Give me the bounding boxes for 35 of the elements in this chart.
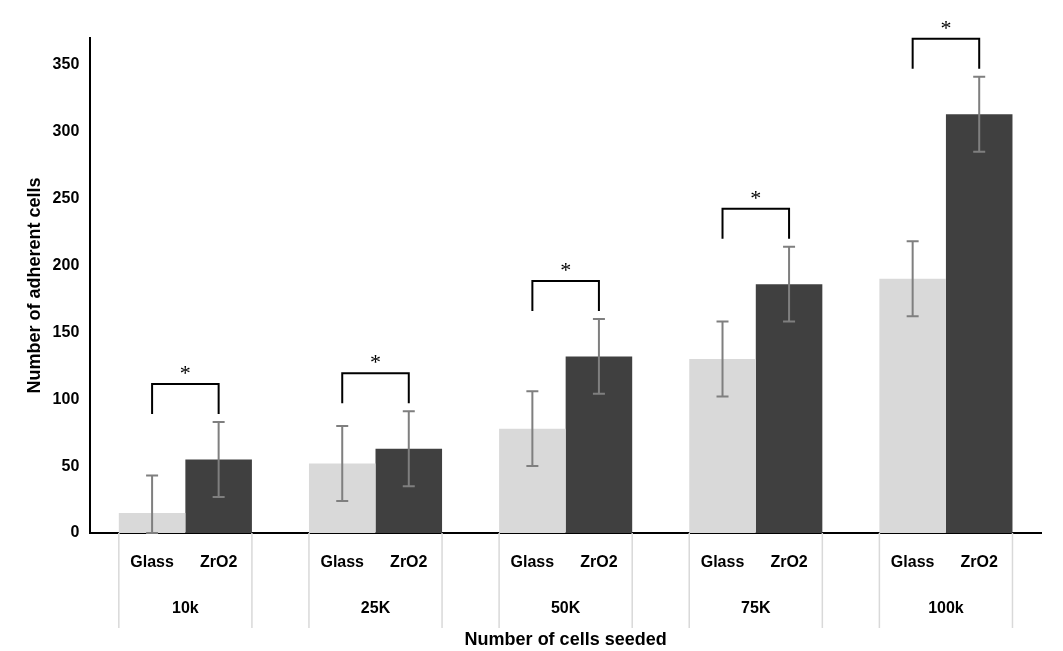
text: Glass <box>320 553 365 571</box>
bar <box>945 114 1013 533</box>
text: ZrO2 <box>390 553 428 571</box>
annotation: * <box>940 14 952 40</box>
text: ZrO2 <box>770 553 808 571</box>
text: Glass <box>700 553 745 571</box>
annotation: * <box>560 256 572 282</box>
y-tick-label: 200 <box>52 255 80 273</box>
text: ZrO2 <box>580 553 618 571</box>
bar <box>755 284 823 533</box>
y-tick-label: 300 <box>52 122 80 140</box>
series-label: ZrO2 <box>199 553 238 571</box>
y-axis-title: Number of adherent cells <box>23 177 44 394</box>
text: Glass <box>890 553 935 571</box>
y-tick-label: 100 <box>52 389 80 407</box>
bar <box>375 448 443 533</box>
x-axis-title: Number of cells seeded <box>464 628 667 649</box>
x-tick-label: 100k <box>928 599 964 617</box>
x-tick-label: 10k <box>172 599 199 617</box>
y-tick-label: 0 <box>70 523 80 541</box>
y-tick-label: 150 <box>52 322 80 340</box>
x-tick-label: 50K <box>550 599 581 617</box>
x-tick-label: 25K <box>360 599 391 617</box>
x-tick-label: 75K <box>741 599 771 617</box>
y-tick-label: 350 <box>52 55 80 73</box>
text: ZrO2 <box>960 553 998 571</box>
bar <box>185 459 252 533</box>
series-label: Glass <box>130 553 174 571</box>
y-tick-label: 250 <box>52 188 80 206</box>
text: Glass <box>510 553 555 571</box>
y-tick-label: 50 <box>61 456 80 474</box>
annotation: * <box>179 359 191 385</box>
bar <box>565 356 633 533</box>
annotation: * <box>750 184 762 210</box>
annotation: * <box>370 349 382 375</box>
